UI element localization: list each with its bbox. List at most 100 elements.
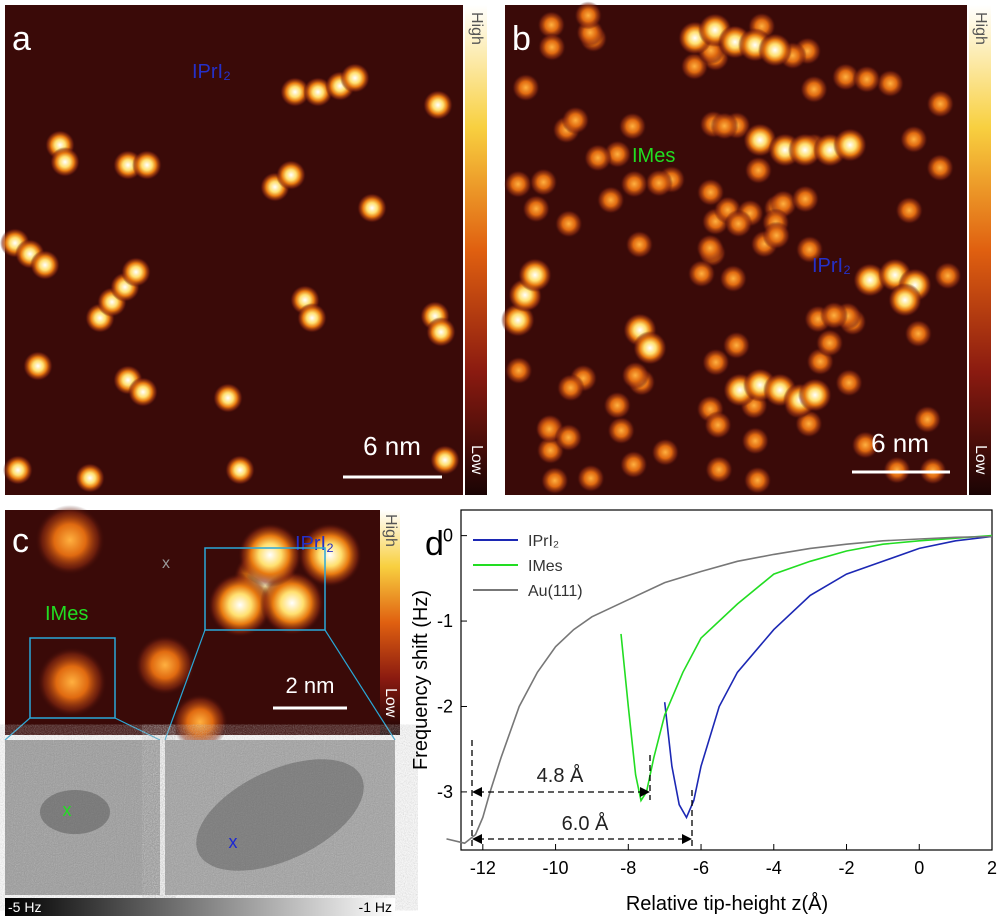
molecule-blob (798, 378, 832, 412)
colorbar-low: Low (468, 445, 485, 475)
colorbar-high: High (382, 514, 399, 547)
molecule-blob (625, 230, 654, 259)
marker: x (63, 800, 72, 820)
molecule-blob (357, 193, 387, 223)
molecule-blob (904, 319, 933, 348)
molecule-blob (701, 348, 730, 377)
panel-letter: b (512, 20, 531, 58)
scale-label: 2 nm (286, 673, 335, 698)
molecule-label: IMes (632, 145, 675, 167)
x-tick-label: -6 (693, 858, 709, 878)
molecule-blob (225, 455, 255, 485)
colorbar-high: High (972, 12, 989, 45)
marker: x (162, 555, 170, 572)
molecule-blob (172, 694, 228, 750)
molecule-blob (895, 196, 924, 225)
molecule-blob (35, 505, 105, 575)
y-tick-label: -2 (437, 696, 453, 716)
y-tick-label: 0 (443, 526, 453, 546)
molecule-blob (23, 351, 53, 381)
x-tick-label: 2 (987, 858, 997, 878)
molecule-blob (504, 170, 533, 199)
x-tick-label: -8 (620, 858, 636, 878)
molecule-blob (75, 463, 105, 493)
stm-image-a (5, 5, 463, 495)
annotation: 6.0 Å (562, 812, 609, 835)
molecule-blob (820, 301, 849, 330)
x-tick-label: -10 (543, 858, 569, 878)
molecule-blob (561, 106, 590, 135)
molecule-blob (788, 133, 822, 167)
afm-feature (196, 759, 364, 871)
molecule-blob (426, 317, 456, 347)
annotation: 4.8 Å (537, 764, 584, 787)
molecule-blob (645, 169, 674, 198)
molecule-blob (888, 283, 922, 317)
molecule-blob (50, 147, 80, 177)
x-axis-label: Relative tip-height z(Å) (626, 892, 828, 915)
molecule-blob (132, 150, 162, 180)
molecule-blob (831, 62, 860, 91)
molecule-blob (710, 111, 739, 140)
x-tick-label: 0 (914, 858, 924, 878)
molecule-blob (238, 523, 302, 587)
molecule-blob (719, 264, 748, 293)
legend-label: Au(111) (528, 583, 583, 600)
molecule-blob (121, 257, 151, 287)
molecule-blob (851, 430, 880, 459)
series-line (446, 535, 993, 845)
series-line (620, 534, 993, 803)
zoom-lines (4, 629, 396, 741)
molecule-blob (704, 410, 733, 439)
panel-letter: c (12, 522, 29, 560)
molecule-blob (596, 185, 625, 214)
molecule-blob (791, 184, 820, 213)
afm-noise (165, 740, 395, 895)
molecule-blob (3, 455, 33, 485)
molecule-blob (37, 647, 107, 717)
molecule-blob (260, 571, 324, 635)
annotation-lines (471, 740, 693, 848)
colorbar-b (969, 5, 991, 495)
molecule-blob (800, 75, 829, 104)
molecule-blob (522, 194, 551, 223)
molecule-blob (30, 250, 60, 280)
molecule-blob (603, 391, 632, 420)
molecule-label: IPrI₂ (812, 255, 851, 277)
panel-letter: d (425, 525, 444, 563)
molecule-blob (724, 209, 753, 238)
molecule-blob (687, 259, 716, 288)
colorbar-c (380, 510, 400, 735)
marker: x (229, 832, 238, 852)
molecule-blob (556, 373, 585, 402)
molecule-blob (529, 168, 558, 197)
y-axis-label: Frequency shift (Hz) (410, 590, 432, 770)
molecule-blob (423, 90, 453, 120)
molecule-blob (340, 63, 370, 93)
molecule-blob (583, 143, 612, 172)
x-tick-label: -12 (470, 858, 496, 878)
molecule-blob (913, 405, 942, 434)
molecule-blob (619, 450, 648, 479)
molecule-blob (135, 635, 195, 695)
gray-colorbar (5, 898, 395, 916)
molecule-blob (297, 303, 327, 333)
molecule-blob (276, 160, 306, 190)
arrowheads (472, 787, 692, 844)
molecule-blob (620, 169, 649, 198)
molecule-blob (537, 10, 566, 39)
molecule-blob (540, 466, 569, 495)
x-tick-label: -4 (766, 858, 782, 878)
molecule-blob (208, 573, 272, 637)
zoom-box (29, 637, 116, 719)
molecule-blob (618, 112, 647, 141)
molecule-blob (504, 356, 533, 385)
y-tick-label: -1 (437, 611, 453, 631)
molecule-blob (722, 331, 751, 360)
molecule-blob (835, 368, 864, 397)
afm-feature (40, 790, 110, 834)
molecule-blob (762, 221, 791, 250)
molecule-blob (554, 423, 583, 452)
molecule-blob (741, 426, 770, 455)
